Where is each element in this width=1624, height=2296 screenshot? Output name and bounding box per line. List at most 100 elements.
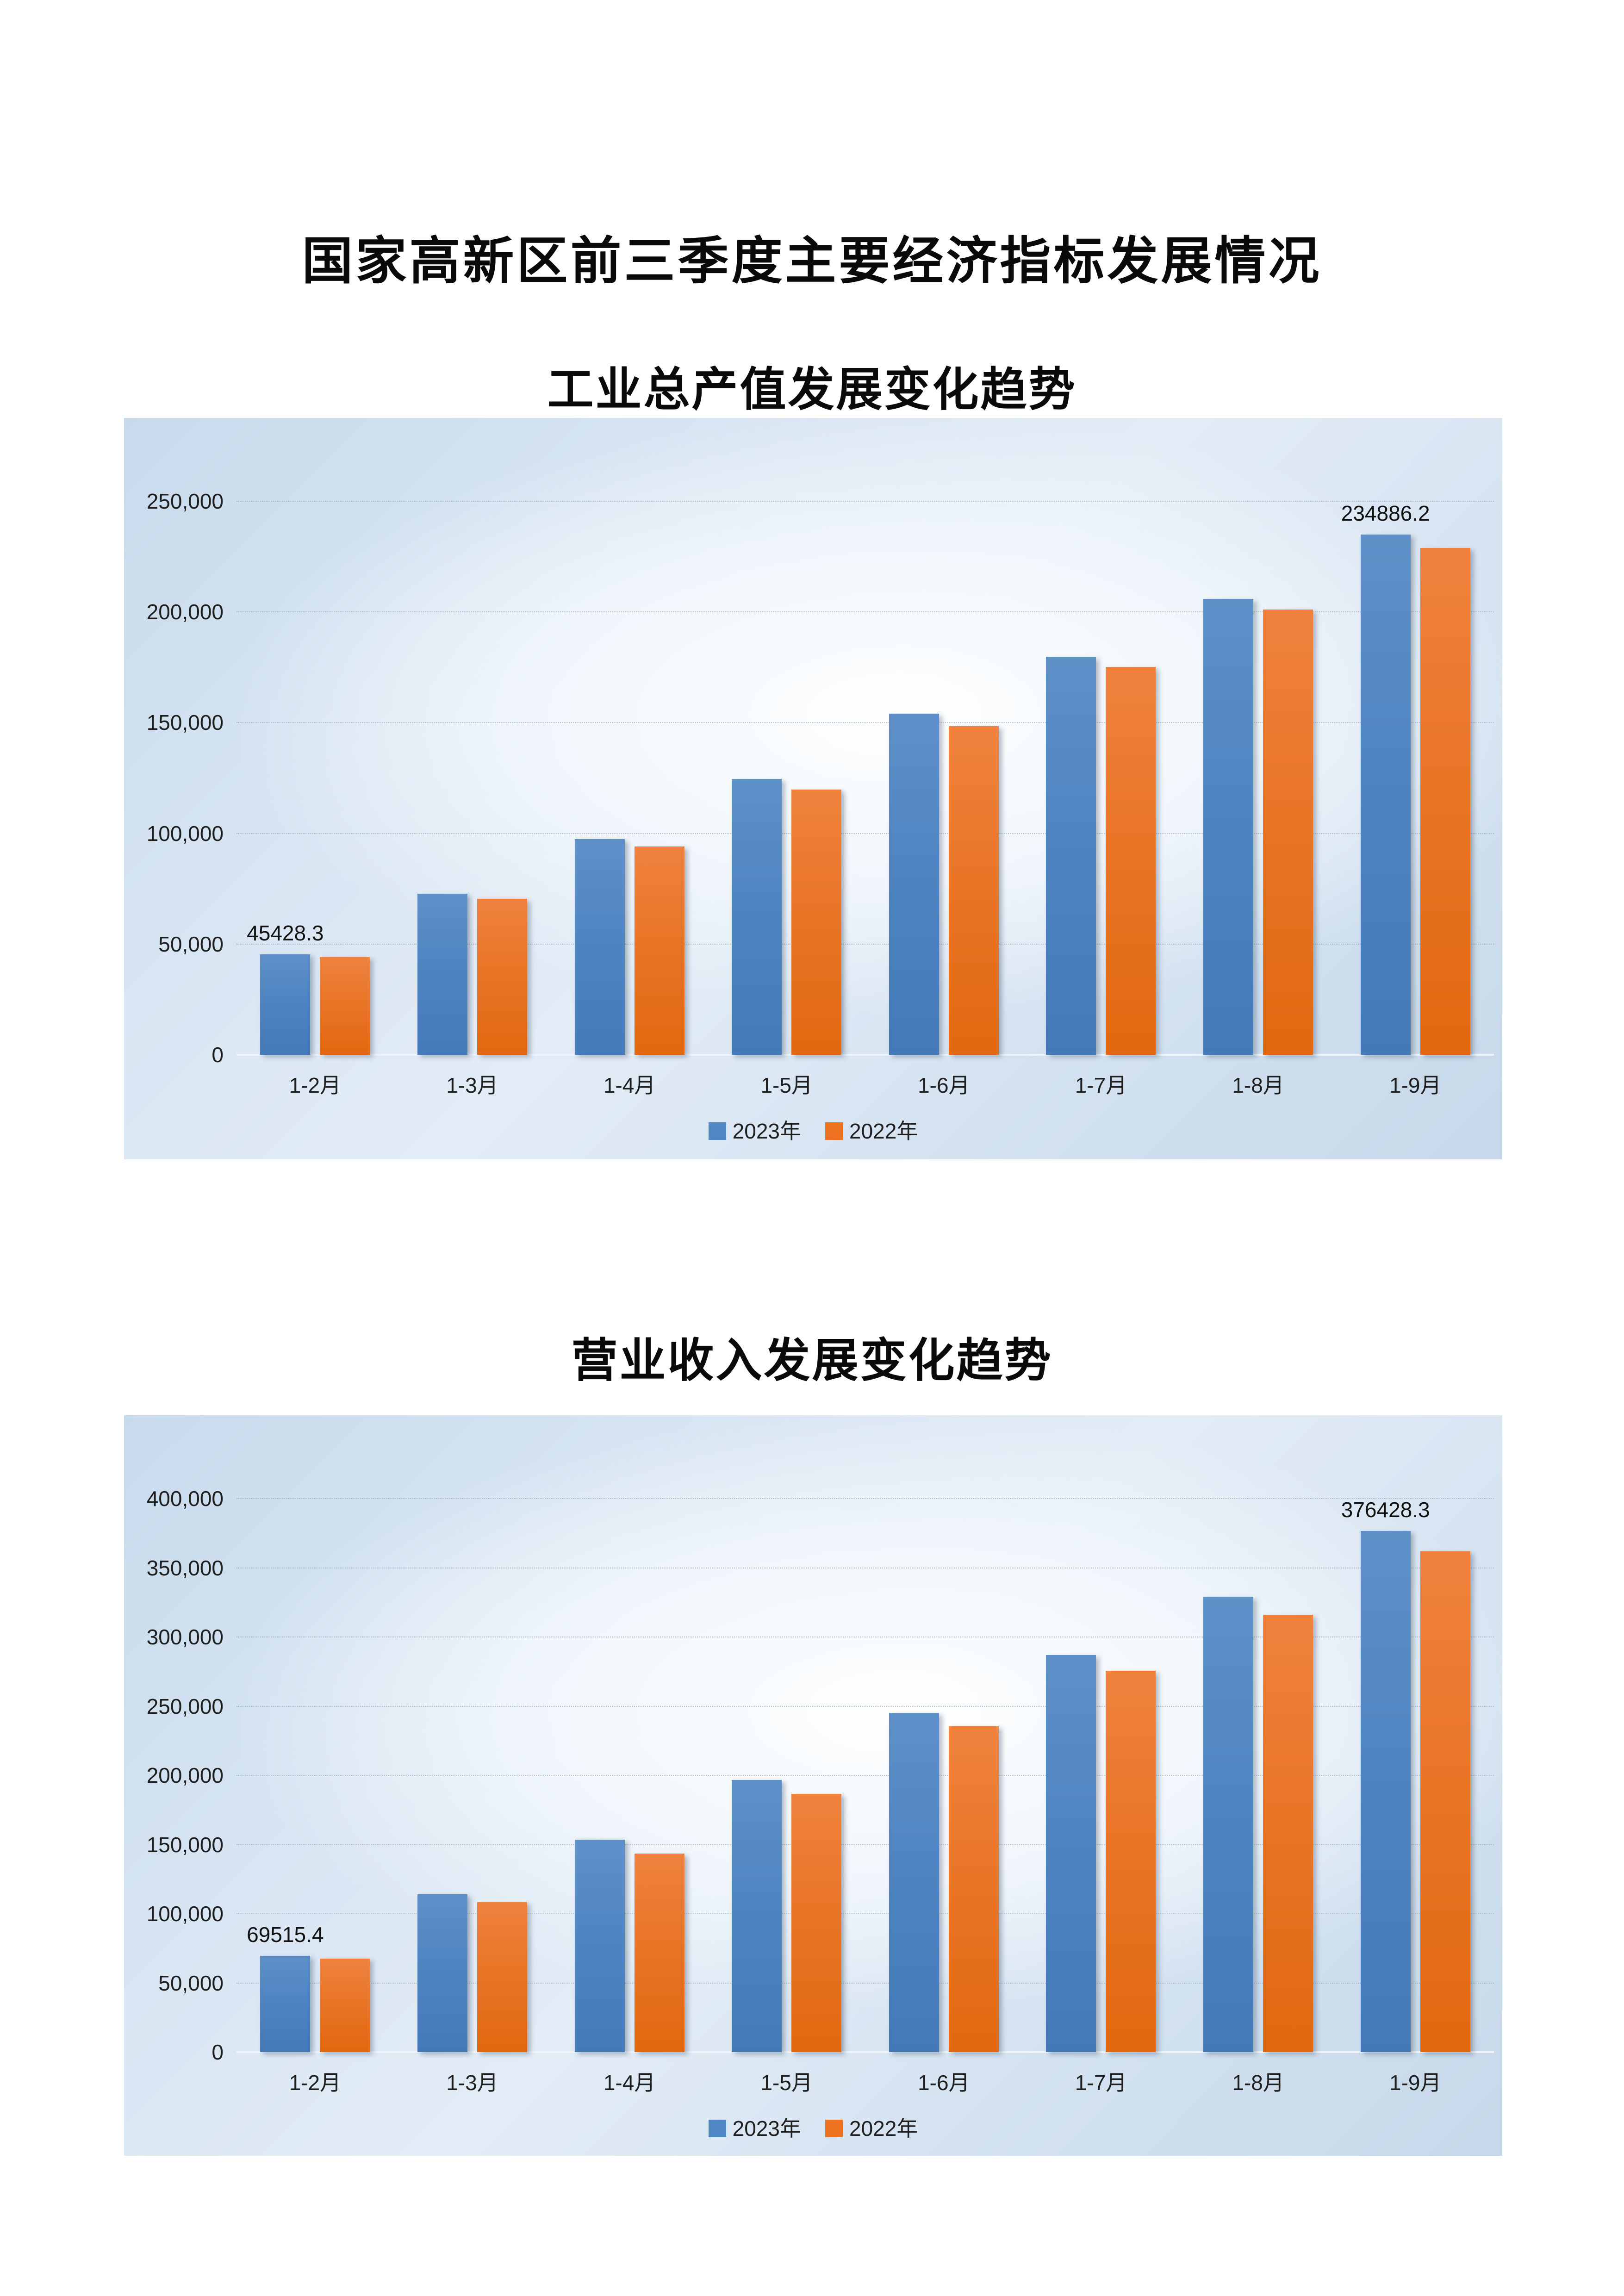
legend-swatch-icon — [825, 1122, 843, 1140]
bar-2022年-1-9月 — [1420, 548, 1470, 1055]
data-label: 376428.3 — [1341, 1498, 1430, 1522]
legend: 2023年 2022年 — [124, 1120, 1502, 1143]
bar-2023年-1-4月 — [574, 839, 625, 1055]
y-axis-tick-label: 350,000 — [146, 1556, 224, 1580]
x-axis-line — [236, 2051, 1494, 2053]
bar-group-1-3月 — [394, 501, 551, 1055]
x-axis-label: 1-7月 — [1075, 1073, 1127, 1097]
bar-2022年-1-2月 — [320, 1959, 370, 2052]
y-axis-tick-label: 150,000 — [146, 710, 224, 735]
gridline — [236, 1636, 1494, 1637]
gridline — [236, 1498, 1494, 1499]
bar-group-1-9月 — [1337, 1499, 1494, 2052]
legend-label: 2023年 — [732, 2116, 801, 2140]
bar-2023年-1-2月 — [260, 954, 311, 1055]
gridline — [236, 722, 1494, 723]
y-axis-tick-label: 50,000 — [158, 1971, 224, 1995]
bar-2023年-1-6月 — [889, 714, 939, 1055]
bar-2022年-1-8月 — [1263, 1615, 1313, 2052]
gridline — [236, 943, 1494, 945]
legend-label: 2022年 — [849, 2116, 918, 2140]
y-axis-tick-label: 100,000 — [146, 1902, 224, 1926]
x-axis-label: 1-2月 — [289, 2071, 342, 2095]
x-axis-label: 1-6月 — [918, 2071, 970, 2095]
bar-2023年-1-3月 — [417, 1894, 467, 2052]
y-axis-tick-label: 400,000 — [146, 1487, 224, 1511]
bar-2023年-1-9月 — [1360, 1531, 1411, 2052]
bar-2023年-1-9月 — [1360, 535, 1411, 1055]
y-axis-tick-label: 100,000 — [146, 821, 224, 846]
gridline — [236, 833, 1494, 834]
legend-swatch-icon — [825, 2120, 843, 2137]
x-axis-label: 1-7月 — [1075, 2071, 1127, 2095]
legend-swatch-icon — [708, 2120, 726, 2137]
x-axis-label: 1-8月 — [1232, 1073, 1284, 1097]
bar-group-1-7月 — [1022, 501, 1180, 1055]
x-axis-label: 1-4月 — [603, 2071, 656, 2095]
chart1-canvas: 0 50,000 100,000 150,000 200,000 250,000 1-2月 1… — [124, 418, 1502, 1159]
x-axis-label: 1-5月 — [760, 2071, 813, 2095]
bar-group-1-7月 — [1022, 1499, 1180, 2052]
bar-group-1-2月 — [236, 1499, 394, 2052]
chart2-title: 营业收入发展变化趋势 — [571, 1335, 1053, 1387]
legend-item-2023年: 2023年 — [708, 1119, 801, 1143]
y-axis-tick-label: 200,000 — [146, 600, 224, 624]
legend-label: 2023年 — [732, 1119, 801, 1143]
bar-2023年-1-3月 — [417, 893, 467, 1055]
bar-group-1-9月 — [1337, 501, 1494, 1055]
bar-2023年-1-4月 — [574, 1840, 625, 2052]
x-axis-label: 1-2月 — [289, 1073, 342, 1097]
bar-group-1-5月 — [708, 1499, 865, 2052]
gridline — [236, 611, 1494, 613]
legend-swatch-icon — [708, 1122, 726, 1140]
plot-area — [236, 1499, 1494, 2052]
x-axis-label: 1-4月 — [603, 1073, 656, 1097]
bar-2022年-1-8月 — [1263, 610, 1313, 1055]
x-axis-label: 1-8月 — [1232, 2071, 1284, 2095]
data-label: 69515.4 — [247, 1923, 324, 1947]
y-axis-tick-label: 150,000 — [146, 1832, 224, 1857]
bar-group-1-8月 — [1180, 501, 1337, 1055]
y-axis-tick-label: 300,000 — [146, 1625, 224, 1649]
bar-2022年-1-3月 — [477, 1902, 527, 2052]
x-axis-label: 1-6月 — [918, 1073, 970, 1097]
bar-group-1-8月 — [1180, 1499, 1337, 2052]
gridline — [236, 1913, 1494, 1914]
bar-2023年-1-7月 — [1046, 656, 1096, 1055]
data-label: 45428.3 — [247, 921, 324, 945]
x-axis-labels: 1-2月 1-3月 1-4月 1-5月 1-6月 1-7月 1-8月 1-9月 — [236, 1072, 1494, 1098]
x-axis-label: 1-5月 — [760, 1073, 813, 1097]
bar-2022年-1-4月 — [634, 1853, 684, 2052]
bar-2022年-1-6月 — [948, 1726, 999, 2052]
y-axis-tick-label: 50,000 — [158, 932, 224, 956]
bar-2022年-1-9月 — [1420, 1551, 1470, 2052]
legend-item-2022年: 2022年 — [825, 1120, 918, 1143]
x-axis-labels: 1-2月 1-3月 1-4月 1-5月 1-6月 1-7月 1-8月 1-9月 — [236, 2070, 1494, 2096]
x-axis-label: 1-9月 — [1389, 1073, 1442, 1097]
y-axis-tick-label: 0 — [212, 2040, 224, 2064]
gridline — [236, 1775, 1494, 1776]
legend-item-2023年: 2023年 — [708, 2116, 801, 2140]
y-axis-tick-label: 250,000 — [146, 1694, 224, 1718]
y-axis-tick-label: 200,000 — [146, 1763, 224, 1787]
x-axis-label: 1-9月 — [1389, 2071, 1442, 2095]
bar-group-1-5月 — [708, 501, 865, 1055]
bar-group-1-3月 — [394, 1499, 551, 2052]
bar-2023年-1-8月 — [1203, 1597, 1254, 2052]
bar-2023年-1-2月 — [260, 1956, 311, 2052]
gridline — [236, 1705, 1494, 1707]
bar-group-1-4月 — [551, 1499, 708, 2052]
legend-item-2022年: 2022年 — [825, 2117, 918, 2140]
bar-2023年-1-5月 — [732, 1780, 782, 2052]
bar-group-1-2月 — [236, 501, 394, 1055]
x-axis-label: 1-3月 — [446, 2071, 498, 2095]
bar-2022年-1-7月 — [1106, 1671, 1156, 2052]
bar-2022年-1-5月 — [791, 789, 842, 1055]
legend-label: 2022年 — [849, 1119, 918, 1143]
gridline — [236, 501, 1494, 502]
bar-2022年-1-5月 — [791, 1794, 842, 2052]
bar-2022年-1-4月 — [634, 846, 684, 1055]
x-axis-label: 1-3月 — [446, 1073, 498, 1097]
data-label: 234886.2 — [1341, 501, 1430, 526]
bar-2022年-1-7月 — [1106, 666, 1156, 1055]
